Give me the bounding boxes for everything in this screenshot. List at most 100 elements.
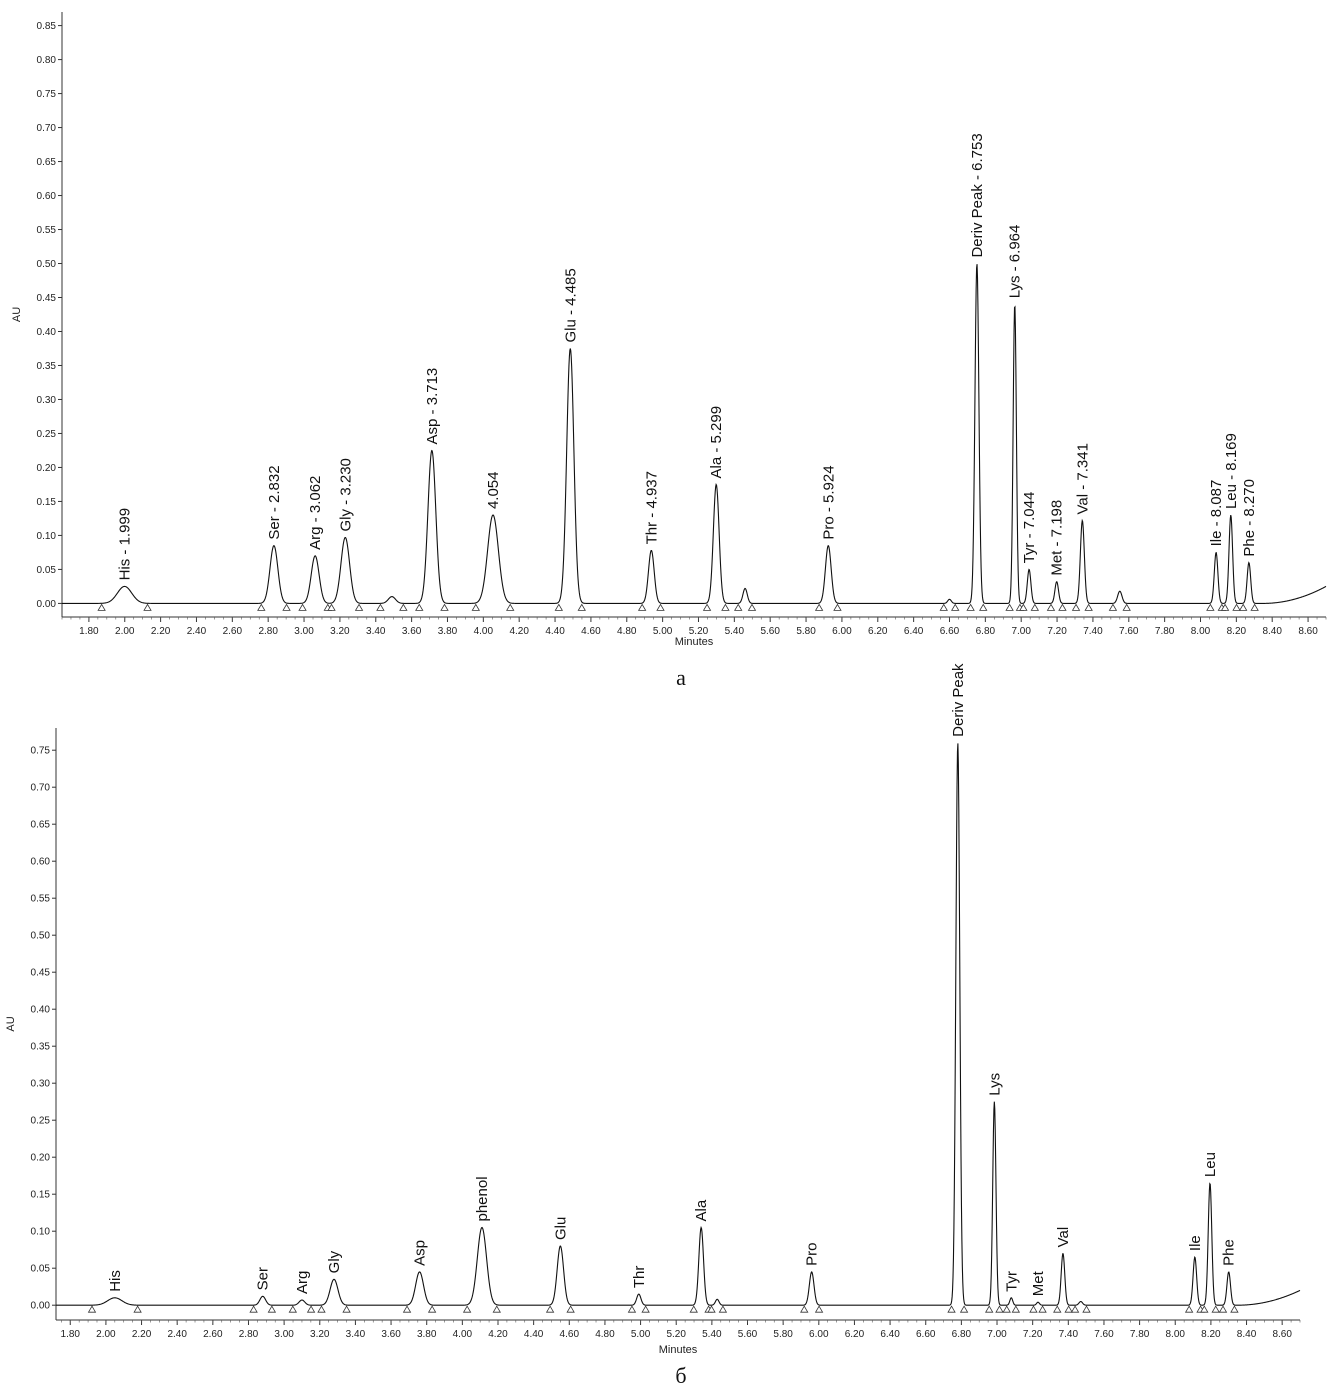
y-tick-label: 0.25	[37, 429, 57, 440]
x-tick-label: 7.40	[1059, 1329, 1079, 1340]
x-tick-label: 3.80	[417, 1329, 437, 1340]
x-tick-label: 8.20	[1201, 1329, 1221, 1340]
integration-marker	[1030, 603, 1040, 611]
x-tick-label: 7.80	[1155, 626, 1175, 637]
integration-marker	[1232, 603, 1241, 611]
integration-marker	[995, 1305, 1004, 1313]
y-tick-label: 0.80	[37, 55, 57, 66]
integration-marker	[814, 603, 824, 611]
peak-label: His - 1.999	[117, 508, 134, 581]
integration-marker	[440, 603, 449, 611]
integration-marker	[298, 603, 307, 611]
x-tick-label: 3.00	[294, 626, 314, 637]
integration-marker	[1082, 1305, 1091, 1313]
x-tick-label: 2.60	[203, 1329, 223, 1340]
x-tick-label: 6.80	[976, 626, 996, 637]
integration-marker	[1019, 603, 1028, 611]
y-tick-label: 0.20	[31, 1153, 51, 1164]
x-tick-label: 1.80	[79, 626, 99, 637]
panel-caption: б	[675, 1363, 686, 1388]
integration-marker	[354, 603, 364, 611]
integration-marker	[947, 1305, 956, 1313]
peak-label: Tyr	[1003, 1271, 1020, 1292]
x-tick-label: 2.60	[223, 626, 243, 637]
integration-marker	[939, 603, 948, 611]
integration-marker	[627, 1305, 637, 1313]
integration-marker	[415, 603, 424, 611]
chromatogram-trace	[56, 743, 1301, 1306]
integration-marker	[402, 1305, 412, 1313]
peak-label: His	[107, 1270, 124, 1292]
integration-marker	[1238, 603, 1248, 611]
x-tick-label: 5.40	[725, 626, 745, 637]
x-tick-label: 8.60	[1298, 626, 1318, 637]
y-tick-label: 0.50	[37, 259, 57, 270]
integration-marker	[566, 1305, 575, 1313]
integration-marker	[1064, 1305, 1073, 1313]
integration-marker	[87, 1305, 97, 1313]
x-tick-label: 3.40	[346, 1329, 366, 1340]
peak-label: Ala - 5.299	[708, 406, 725, 479]
integration-marker	[985, 1305, 994, 1313]
x-tick-label: 8.00	[1166, 1329, 1186, 1340]
integration-marker	[462, 1305, 472, 1313]
peak-label: Asp - 3.713	[424, 368, 441, 445]
integration-marker	[656, 603, 665, 611]
x-tick-label: 5.40	[702, 1329, 722, 1340]
x-tick-label: 7.60	[1119, 626, 1139, 637]
peak-label: Gly	[326, 1250, 343, 1273]
x-tick-label: 7.20	[1023, 1329, 1043, 1340]
integration-marker	[288, 1305, 298, 1313]
integration-marker	[1058, 603, 1067, 611]
y-tick-label: 0.75	[31, 746, 51, 757]
x-tick-label: 2.00	[96, 1329, 116, 1340]
x-tick-label: 4.80	[617, 626, 637, 637]
y-tick-label: 0.30	[37, 395, 57, 406]
x-axis-label: Minutes	[659, 1344, 698, 1356]
integration-marker	[979, 603, 988, 611]
integration-marker	[554, 603, 564, 611]
integration-marker	[1053, 1305, 1062, 1313]
integration-marker	[1250, 603, 1259, 611]
x-tick-label: 5.60	[760, 626, 780, 637]
y-tick-label: 0.20	[37, 463, 57, 474]
x-tick-label: 4.20	[509, 626, 529, 637]
x-tick-label: 4.00	[474, 626, 494, 637]
integration-marker	[1218, 1305, 1228, 1313]
x-tick-label: 2.20	[132, 1329, 152, 1340]
x-tick-label: 6.00	[832, 626, 852, 637]
x-tick-label: 5.80	[773, 1329, 793, 1340]
y-tick-label: 0.45	[31, 968, 51, 979]
peak-label: Deriv Peak - 6.753	[969, 133, 986, 257]
integration-marker	[1200, 1305, 1209, 1313]
integration-marker	[282, 603, 291, 611]
peak-label: Glu	[552, 1217, 569, 1240]
x-tick-label: 5.80	[796, 626, 816, 637]
y-tick-label: 0.75	[37, 89, 57, 100]
integration-marker	[399, 603, 408, 611]
peak-label: Asp	[412, 1240, 429, 1266]
x-tick-label: 5.20	[666, 1329, 686, 1340]
integration-marker	[1211, 1305, 1220, 1313]
integration-marker	[1029, 1305, 1038, 1313]
y-tick-label: 0.70	[31, 783, 51, 794]
peak-label: Pro - 5.924	[820, 465, 837, 539]
y-tick-label: 0.30	[31, 1079, 51, 1090]
x-tick-label: 4.20	[488, 1329, 508, 1340]
x-tick-label: 3.80	[438, 626, 458, 637]
chart-panel-2: 0.00 0.05 0.10 0.15 0.20 0.25 0.30 0.35 0.40 0.45…	[5, 663, 1301, 1388]
peak-label: Phe - 8.270	[1241, 479, 1258, 557]
peak-label: Tyr - 7.044	[1021, 492, 1038, 564]
x-tick-label: 7.00	[987, 1329, 1007, 1340]
y-tick-label: 0.40	[37, 327, 57, 338]
integration-marker	[702, 603, 712, 611]
y-tick-label: 0.70	[37, 123, 57, 134]
peak-label: Met - 7.198	[1049, 500, 1066, 576]
chart-panel-1: 0.00 0.05 0.10 0.15 0.20 0.25 0.30 0.35 0.40 0.45…	[11, 12, 1327, 690]
x-tick-label: 7.20	[1047, 626, 1067, 637]
peak-label: phenol	[474, 1176, 491, 1221]
integration-marker	[143, 603, 152, 611]
y-tick-label: 0.65	[31, 820, 51, 831]
x-tick-label: 6.00	[809, 1329, 829, 1340]
